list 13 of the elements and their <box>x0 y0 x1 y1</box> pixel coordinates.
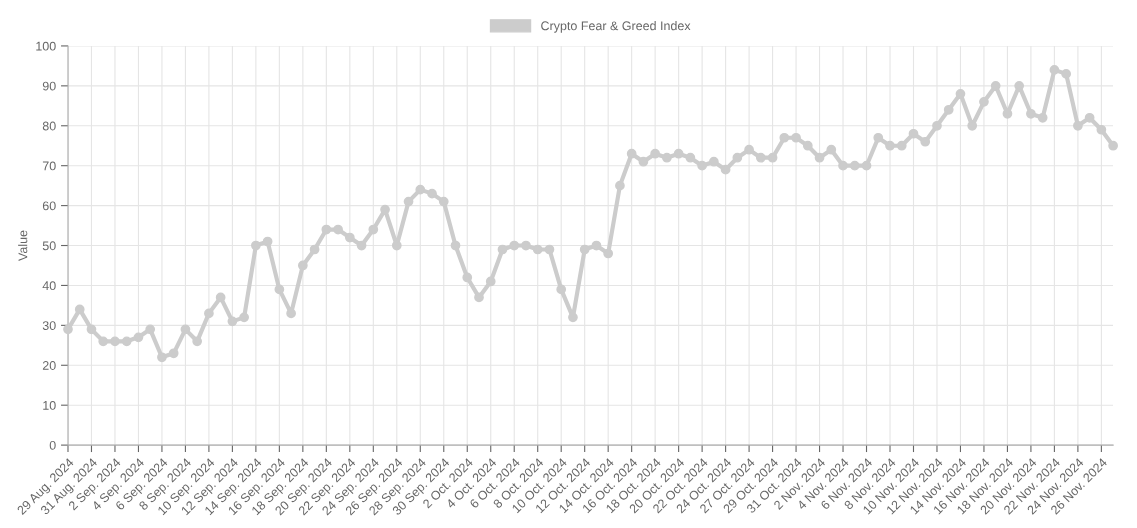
y-axis-title: Value <box>18 230 28 261</box>
legend-label: Crypto Fear & Greed Index <box>541 21 691 33</box>
y-tick-label: 60 <box>42 201 56 211</box>
y-tick-label: 0 <box>49 440 56 450</box>
y-tick-label: 10 <box>43 400 56 410</box>
y-tick-label: 30 <box>42 321 56 331</box>
y-tick-label: 70 <box>42 161 56 171</box>
y-tick-label: 90 <box>42 81 56 91</box>
y-tick-label: 100 <box>36 41 56 51</box>
y-tick-label: 50 <box>42 241 56 251</box>
y-tick-label: 40 <box>42 281 56 291</box>
y-tick-label: 80 <box>42 121 56 131</box>
y-tick-label: 20 <box>42 361 56 370</box>
